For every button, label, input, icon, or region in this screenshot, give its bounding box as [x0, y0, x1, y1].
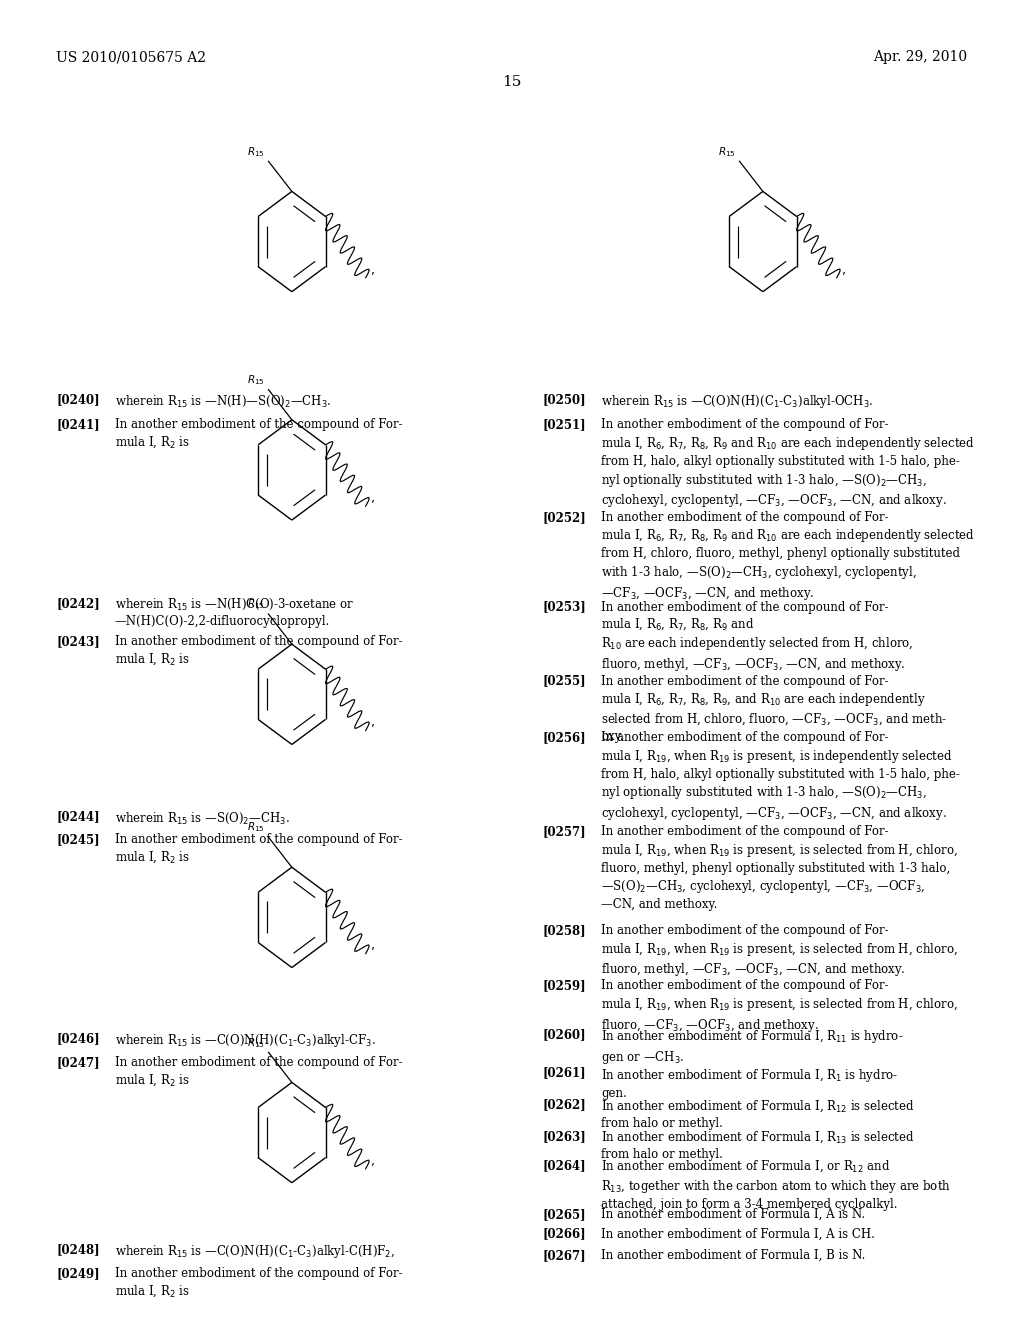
Text: [0262]: [0262] [543, 1098, 587, 1111]
Text: In another embodiment of the compound of For-
mula I, R$_2$ is: In another embodiment of the compound of… [115, 1267, 402, 1299]
Text: wherein R$_{15}$ is —C(O)N(H)(C$_1$-C$_3$)alkyl-CF$_3$.: wherein R$_{15}$ is —C(O)N(H)(C$_1$-C$_3… [115, 1032, 376, 1049]
Text: [0251]: [0251] [543, 418, 587, 432]
Text: In another embodiment of the compound of For-
mula I, R$_{19}$, when R$_{19}$ is: In another embodiment of the compound of… [601, 924, 958, 978]
Text: [0257]: [0257] [543, 825, 587, 838]
Text: In another embodiment of Formula I, R$_{13}$ is selected
from halo or methyl.: In another embodiment of Formula I, R$_{… [601, 1130, 914, 1162]
Text: In another embodiment of the compound of For-
mula I, R$_{19}$, when R$_{19}$ is: In another embodiment of the compound of… [601, 825, 958, 911]
Text: In another embodiment of the compound of For-
mula I, R$_2$ is: In another embodiment of the compound of… [115, 1056, 402, 1088]
Text: [0247]: [0247] [56, 1056, 100, 1069]
Text: [0249]: [0249] [56, 1267, 100, 1280]
Text: [0243]: [0243] [56, 635, 100, 648]
Text: 15: 15 [503, 75, 521, 90]
Text: In another embodiment of the compound of For-
mula I, R$_2$ is: In another embodiment of the compound of… [115, 635, 402, 667]
Text: ,: , [371, 940, 375, 952]
Text: In another embodiment of Formula I, R$_{11}$ is hydro-
gen or —CH$_3$.: In another embodiment of Formula I, R$_{… [601, 1028, 903, 1065]
Text: ,: , [371, 264, 375, 276]
Text: [0263]: [0263] [543, 1130, 587, 1143]
Text: wherein R$_{15}$ is —C(O)N(H)(C$_1$-C$_3$)alkyl-OCH$_3$.: wherein R$_{15}$ is —C(O)N(H)(C$_1$-C$_3… [601, 393, 873, 411]
Text: [0255]: [0255] [543, 675, 587, 688]
Text: [0248]: [0248] [56, 1243, 100, 1257]
Text: wherein R$_{15}$ is —C(O)N(H)(C$_1$-C$_3$)alkyl-C(H)F$_2$,: wherein R$_{15}$ is —C(O)N(H)(C$_1$-C$_3… [115, 1243, 395, 1261]
Text: In another embodiment of the compound of For-
mula I, R$_{19}$, when R$_{19}$ is: In another embodiment of the compound of… [601, 731, 959, 822]
Text: $R_{15}$: $R_{15}$ [247, 598, 264, 611]
Text: In another embodiment of the compound of For-
mula I, R$_6$, R$_7$, R$_8$, R$_9$: In another embodiment of the compound of… [601, 675, 947, 743]
Text: [0240]: [0240] [56, 393, 100, 407]
Text: $R_{15}$: $R_{15}$ [247, 821, 264, 834]
Text: wherein R$_{15}$ is —N(H)—S(O)$_2$—CH$_3$.: wherein R$_{15}$ is —N(H)—S(O)$_2$—CH$_3… [115, 393, 331, 409]
Text: [0256]: [0256] [543, 731, 587, 744]
Text: In another embodiment of the compound of For-
mula I, R$_6$, R$_7$, R$_8$, R$_9$: In another embodiment of the compound of… [601, 511, 975, 602]
Text: [0250]: [0250] [543, 393, 587, 407]
Text: Apr. 29, 2010: Apr. 29, 2010 [873, 50, 968, 65]
Text: In another embodiment of Formula I, or R$_{12}$ and
R$_{13}$, together with the : In another embodiment of Formula I, or R… [601, 1159, 951, 1210]
Text: In another embodiment of Formula I, A is CH.: In another embodiment of Formula I, A is… [601, 1228, 874, 1241]
Text: In another embodiment of the compound of For-
mula I, R$_2$ is: In another embodiment of the compound of… [115, 418, 402, 450]
Text: [0253]: [0253] [543, 601, 587, 614]
Text: [0252]: [0252] [543, 511, 587, 524]
Text: [0242]: [0242] [56, 597, 100, 610]
Text: [0260]: [0260] [543, 1028, 587, 1041]
Text: $R_{15}$: $R_{15}$ [247, 145, 264, 158]
Text: [0264]: [0264] [543, 1159, 587, 1172]
Text: US 2010/0105675 A2: US 2010/0105675 A2 [56, 50, 206, 65]
Text: In another embodiment of the compound of For-
mula I, R$_2$ is: In another embodiment of the compound of… [115, 833, 402, 865]
Text: wherein R$_{15}$ is —S(O)$_2$—CH$_3$.: wherein R$_{15}$ is —S(O)$_2$—CH$_3$. [115, 810, 290, 826]
Text: [0244]: [0244] [56, 810, 100, 824]
Text: In another embodiment of Formula I, B is N.: In another embodiment of Formula I, B is… [601, 1249, 865, 1262]
Text: [0241]: [0241] [56, 418, 100, 432]
Text: [0259]: [0259] [543, 979, 587, 993]
Text: [0258]: [0258] [543, 924, 587, 937]
Text: [0246]: [0246] [56, 1032, 100, 1045]
Text: ,: , [842, 264, 846, 276]
Text: R$_{10}$ are each independently selected from H, chloro,
fluoro, methyl, —CF$_3$: R$_{10}$ are each independently selected… [601, 635, 913, 672]
Text: ,: , [371, 1155, 375, 1167]
Text: ,: , [371, 717, 375, 729]
Text: In another embodiment of the compound of For-
mula I, R$_6$, R$_7$, R$_8$, R$_9$: In another embodiment of the compound of… [601, 418, 975, 510]
Text: [0245]: [0245] [56, 833, 100, 846]
Text: [0265]: [0265] [543, 1208, 587, 1221]
Text: In another embodiment of Formula I, R$_{12}$ is selected
from halo or methyl.: In another embodiment of Formula I, R$_{… [601, 1098, 914, 1130]
Text: [0261]: [0261] [543, 1067, 587, 1080]
Text: In another embodiment of Formula I, R$_1$ is hydro-
gen.: In another embodiment of Formula I, R$_1… [601, 1067, 898, 1100]
Text: $R_{15}$: $R_{15}$ [247, 1036, 264, 1049]
Text: [0267]: [0267] [543, 1249, 587, 1262]
Text: In another embodiment of Formula I, A is N.: In another embodiment of Formula I, A is… [601, 1208, 865, 1221]
Text: ,: , [371, 492, 375, 504]
Text: $R_{15}$: $R_{15}$ [718, 145, 735, 158]
Text: In another embodiment of the compound of For-
mula I, R$_{19}$, when R$_{19}$ is: In another embodiment of the compound of… [601, 979, 958, 1034]
Text: In another embodiment of the compound of For-
mula I, R$_6$, R$_7$, R$_8$, R$_9$: In another embodiment of the compound of… [601, 601, 889, 632]
Text: wherein R$_{15}$ is —N(H)C(O)-3-oxetane or
—N(H)C(O)-2,2-difluorocyclopropyl.: wherein R$_{15}$ is —N(H)C(O)-3-oxetane … [115, 597, 354, 628]
Text: $R_{15}$: $R_{15}$ [247, 374, 264, 387]
Text: [0266]: [0266] [543, 1228, 587, 1241]
